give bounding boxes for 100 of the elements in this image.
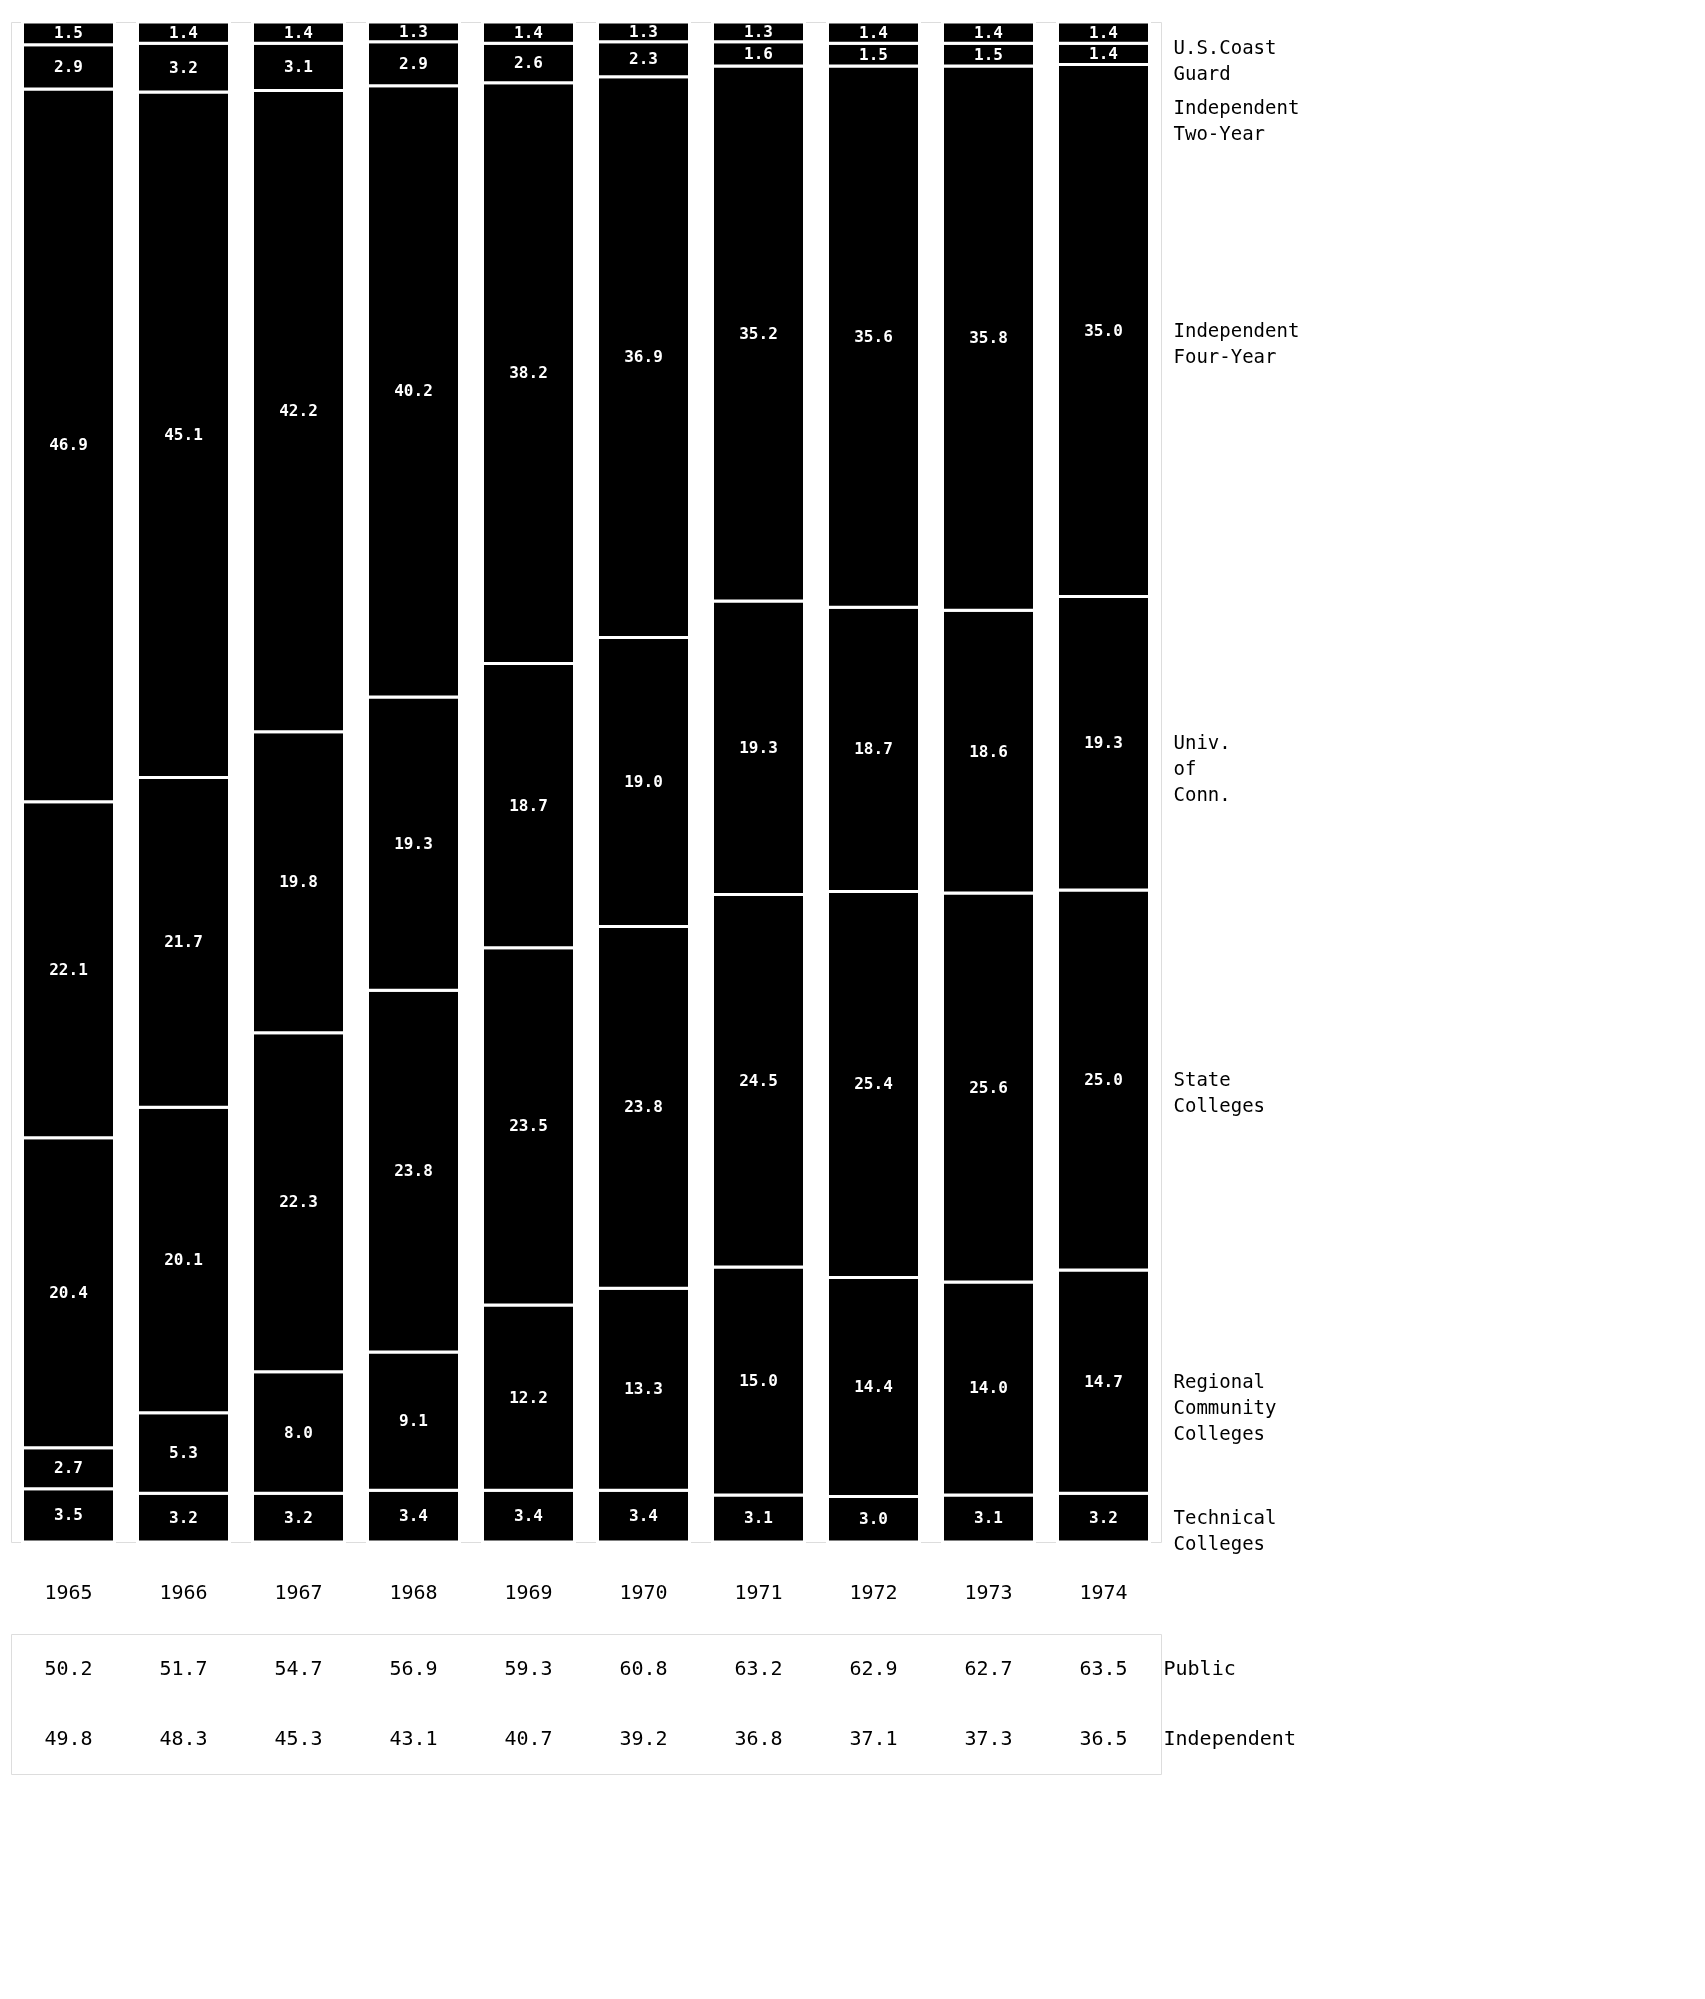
data-label: 19.3: [1084, 733, 1123, 753]
series-label: State Colleges: [1173, 1067, 1266, 1116]
data-label: 18.6: [969, 741, 1008, 761]
x-tick-label: 1965: [44, 1579, 93, 1604]
x-tick-label: 1970: [619, 1579, 668, 1604]
data-label: 13.3: [624, 1379, 663, 1399]
data-label: 5.3: [169, 1443, 198, 1463]
data-label: 3.5: [54, 1505, 83, 1525]
x-tick-label: 1969: [504, 1579, 553, 1604]
data-label: 20.1: [164, 1250, 203, 1270]
text: Independent Two-Year: [1173, 96, 1300, 144]
data-label: 12.2: [509, 1387, 548, 1407]
data-label: 9.1: [399, 1411, 428, 1431]
data-label: 35.6: [854, 326, 893, 346]
x-tick-label: 1966: [159, 1579, 208, 1604]
data-label: 3.0: [859, 1509, 888, 1529]
text: 37.3: [964, 1726, 1013, 1750]
data-label: 23.8: [624, 1097, 663, 1117]
data-label: 3.1: [284, 56, 313, 76]
text: 62.7: [964, 1656, 1013, 1680]
text: 62.9: [849, 1656, 898, 1680]
text: 59.3: [504, 1656, 553, 1680]
data-label: 25.0: [1084, 1069, 1123, 1089]
text: 37.1: [849, 1726, 898, 1750]
text: 36.5: [1079, 1726, 1128, 1750]
data-label: 3.2: [284, 1507, 313, 1527]
data-label: 19.3: [394, 833, 433, 853]
series-label: Independent Four-Year: [1173, 318, 1300, 367]
data-label: 20.4: [49, 1282, 88, 1302]
x-tick-label: 1974: [1079, 1579, 1128, 1604]
text: 56.9: [389, 1656, 438, 1680]
data-label: 1.4: [1089, 43, 1118, 63]
data-label: 3.2: [169, 1507, 198, 1527]
data-label: 14.7: [1084, 1371, 1123, 1391]
data-label: 1.3: [629, 21, 658, 41]
data-label: 8.0: [284, 1422, 313, 1442]
x-tick-label: 1967: [274, 1579, 323, 1604]
data-label: 25.6: [969, 1077, 1008, 1097]
data-label: 38.2: [509, 363, 548, 383]
data-label: 25.4: [854, 1074, 893, 1094]
text: Independent: [1163, 1726, 1296, 1750]
data-label: 45.1: [164, 424, 203, 444]
data-label: 1.5: [859, 44, 888, 64]
data-label: 1.4: [169, 22, 198, 42]
data-label: 1.6: [744, 43, 773, 63]
data-label: 1.4: [974, 22, 1003, 42]
text: 63.2: [734, 1656, 783, 1680]
series-label: Regional Community Colleges: [1173, 1369, 1277, 1444]
text: 39.2: [619, 1726, 668, 1750]
data-label: 3.1: [974, 1508, 1003, 1528]
text: 54.7: [274, 1656, 323, 1680]
data-label: 3.4: [629, 1506, 658, 1526]
data-label: 18.7: [854, 739, 893, 759]
text: 60.8: [619, 1656, 668, 1680]
data-label: 19.0: [624, 772, 663, 791]
data-label: 23.5: [509, 1116, 548, 1136]
series-label: U.S.Coast Guard: [1173, 36, 1277, 84]
data-label: 2.9: [54, 56, 83, 76]
data-label: 3.4: [399, 1506, 428, 1526]
text: 50.2: [44, 1656, 93, 1680]
series-label: Univ. of Conn.: [1173, 731, 1231, 806]
text: 36.8: [734, 1726, 783, 1750]
text: 45.3: [274, 1726, 323, 1750]
text: 51.7: [159, 1656, 208, 1680]
data-label: 2.9: [399, 53, 428, 73]
data-label: 36.9: [624, 347, 663, 367]
text: 48.3: [159, 1726, 208, 1750]
data-label: 3.2: [169, 57, 198, 77]
data-label: 2.6: [514, 53, 543, 73]
data-label: 1.4: [859, 22, 888, 42]
data-label: 42.2: [279, 401, 318, 421]
text: 43.1: [389, 1726, 438, 1750]
data-label: 1.4: [514, 22, 543, 42]
data-label: 1.3: [399, 21, 428, 41]
data-label: 14.4: [854, 1376, 893, 1396]
x-tick-label: 1968: [389, 1579, 438, 1604]
text: 49.8: [44, 1726, 93, 1750]
series-label: Technical Colleges: [1173, 1505, 1277, 1554]
x-tick-label: 1973: [964, 1579, 1013, 1604]
data-label: 3.4: [514, 1506, 543, 1526]
data-label: 21.7: [164, 932, 203, 952]
data-label: 1.4: [284, 22, 313, 42]
data-label: 19.8: [279, 872, 318, 892]
data-label: 35.2: [739, 323, 778, 343]
data-label: 35.8: [969, 328, 1008, 348]
data-label: 35.0: [1084, 320, 1123, 340]
data-label: 1.5: [54, 23, 83, 43]
data-label: 22.3: [279, 1192, 318, 1212]
data-label: 2.3: [629, 49, 658, 69]
data-label: 23.8: [394, 1161, 433, 1181]
data-label: 1.3: [744, 21, 773, 41]
x-tick-label: 1971: [734, 1579, 783, 1604]
data-label: 1.5: [974, 44, 1003, 64]
x-tick-label: 1972: [849, 1579, 898, 1604]
text: 63.5: [1079, 1656, 1128, 1680]
data-label: 22.1: [49, 959, 88, 979]
data-label: 19.3: [739, 737, 778, 757]
data-label: 18.7: [509, 795, 548, 815]
data-label: 3.1: [744, 1508, 773, 1528]
data-label: 24.5: [739, 1070, 778, 1090]
